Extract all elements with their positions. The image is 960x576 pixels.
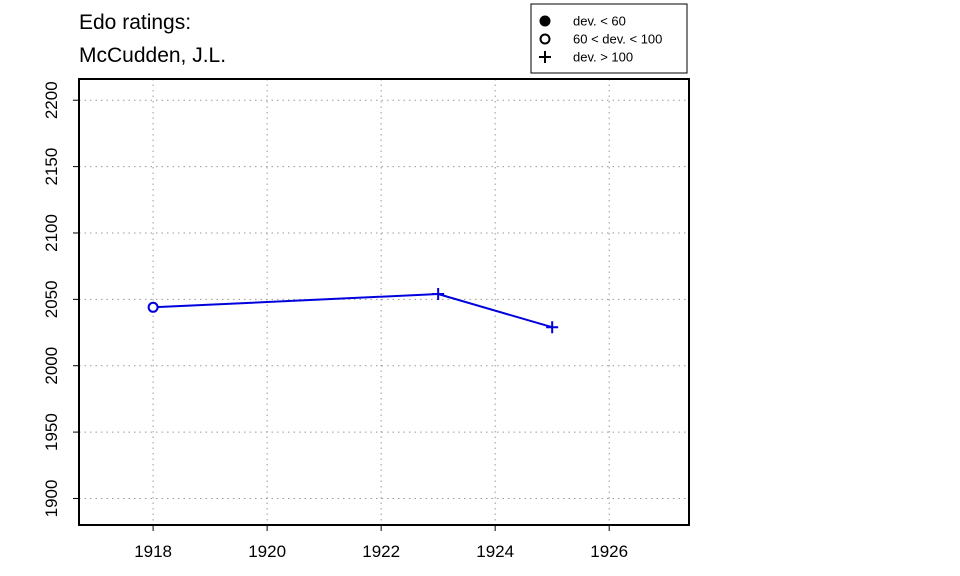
data-point-marker [546,321,559,334]
plot-frame [78,78,690,526]
y-tick-label: 2000 [42,347,61,385]
y-tick-label: 2100 [42,214,61,252]
legend-label: 60 < dev. < 100 [573,32,662,47]
y-tick-label: 1950 [42,413,61,451]
title-line-2: McCudden, J.L. [79,44,226,67]
legend: dev. < 60 60 < dev. < 100 dev. > 100 [530,3,688,74]
legend-label: dev. < 60 [573,14,626,29]
legend-box [530,3,688,74]
x-tick-label: 1920 [248,542,286,561]
legend-marker [539,51,551,63]
legend-marker [539,33,551,45]
legend-label: dev. > 100 [573,50,633,65]
chart-title: Edo ratings: McCudden, J.L. [79,11,226,67]
title-line-1: Edo ratings: [79,11,191,34]
data-point-marker [432,288,445,301]
y-tick-label: 2050 [42,280,61,318]
x-tick-label: 1926 [590,542,628,561]
legend-marker [539,15,551,27]
y-tick-label: 2150 [42,148,61,186]
x-tick-label: 1924 [476,542,514,561]
y-tick-label: 2200 [42,81,61,119]
x-axis: 1918 1920 1922 1924 1926 [134,525,628,561]
x-tick-label: 1922 [362,542,400,561]
data-series [147,288,559,334]
y-axis: 1900 1950 2000 2050 2100 2150 2200 [42,81,79,517]
y-tick-label: 1900 [42,480,61,518]
data-point-marker [147,301,159,313]
x-tick-label: 1918 [134,542,172,561]
grid-lines [79,79,689,525]
